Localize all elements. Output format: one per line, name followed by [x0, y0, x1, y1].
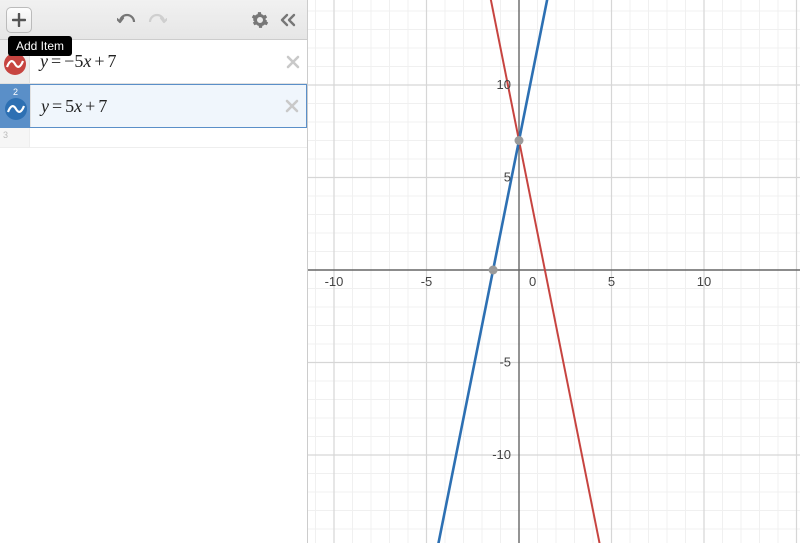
svg-text:5: 5	[504, 170, 511, 185]
expression-index: 2	[13, 87, 18, 97]
settings-button[interactable]	[251, 11, 269, 29]
svg-text:10: 10	[697, 274, 711, 289]
delete-expression-button[interactable]	[279, 54, 307, 70]
svg-text:10: 10	[497, 77, 511, 92]
svg-text:0: 0	[529, 274, 536, 289]
plus-icon	[12, 13, 26, 27]
close-icon	[285, 54, 301, 70]
graph-area[interactable]: -10 -5 5 10 0 5 10 -5 -10	[308, 0, 800, 543]
expression-text[interactable]: y=5x+7	[31, 96, 278, 117]
svg-text:-5: -5	[421, 274, 433, 289]
redo-icon	[147, 13, 167, 27]
svg-text:-10: -10	[325, 274, 344, 289]
undo-button[interactable]	[117, 13, 137, 27]
gear-icon	[251, 11, 269, 29]
line-color-icon[interactable]	[5, 98, 27, 120]
sidebar-toolbar: Add Item	[0, 0, 307, 40]
svg-text:-5: -5	[499, 355, 511, 370]
chevron-left-double-icon	[279, 13, 297, 27]
expression-index: 3	[0, 128, 30, 147]
svg-text:5: 5	[608, 274, 615, 289]
collapse-button[interactable]	[279, 13, 297, 27]
expression-row-empty[interactable]: 3	[0, 128, 307, 148]
expression-tab[interactable]: 2	[1, 85, 31, 127]
expression-row[interactable]: 2 y=5x+7	[0, 84, 307, 128]
expression-sidebar: Add Item 1 y=−5x+7	[0, 0, 308, 543]
redo-button[interactable]	[147, 13, 167, 27]
add-item-button[interactable]	[6, 7, 32, 33]
undo-icon	[117, 13, 137, 27]
expression-list: 1 y=−5x+7 2	[0, 40, 307, 543]
line-color-icon[interactable]	[4, 53, 26, 75]
delete-expression-button[interactable]	[278, 98, 306, 114]
svg-text:-10: -10	[492, 447, 511, 462]
graph-canvas[interactable]: -10 -5 5 10 0 5 10 -5 -10	[308, 0, 800, 543]
close-icon	[284, 98, 300, 114]
add-item-tooltip: Add Item	[8, 36, 72, 56]
